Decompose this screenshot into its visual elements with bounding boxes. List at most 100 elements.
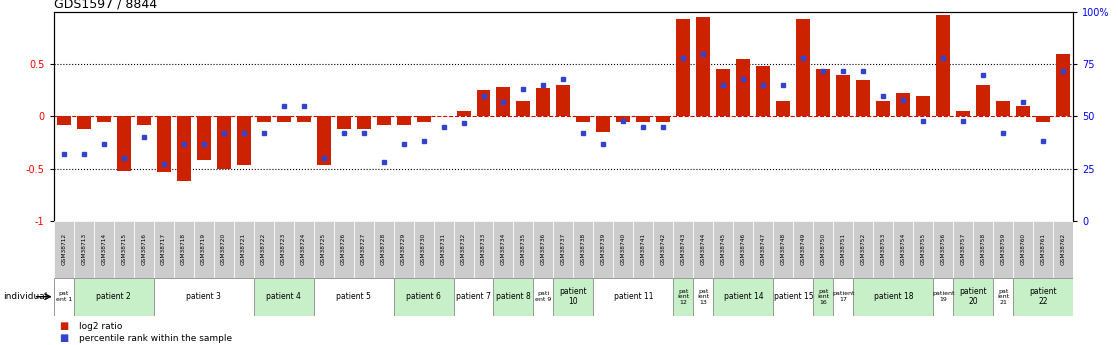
Bar (157, 117, 171, 172)
Text: pat
ient
13: pat ient 13 (698, 289, 710, 305)
Bar (553, 221, 574, 278)
Bar (237, 117, 250, 166)
Text: GSM38740: GSM38740 (620, 233, 626, 265)
Bar (57, 117, 70, 125)
Bar (493, 278, 533, 316)
Bar (776, 101, 790, 117)
Bar (993, 278, 1013, 316)
Bar (197, 117, 210, 160)
Text: GSM38719: GSM38719 (201, 233, 206, 265)
Text: GSM38722: GSM38722 (262, 233, 266, 265)
Bar (397, 117, 410, 125)
Text: patient 7: patient 7 (456, 292, 491, 301)
Bar (597, 117, 610, 132)
Text: GSM38727: GSM38727 (361, 233, 366, 265)
Bar (594, 278, 673, 316)
Bar (1013, 278, 1073, 316)
Bar (557, 85, 570, 117)
Text: GSM38726: GSM38726 (341, 233, 347, 265)
Text: GSM38749: GSM38749 (800, 233, 806, 265)
Text: GSM38731: GSM38731 (440, 233, 446, 265)
Bar (1033, 221, 1053, 278)
Text: patient 11: patient 11 (614, 292, 653, 301)
Text: patient 3: patient 3 (187, 292, 221, 301)
Text: GSM38739: GSM38739 (601, 233, 606, 265)
Bar (897, 93, 910, 117)
Bar (74, 221, 94, 278)
Text: GSM38741: GSM38741 (641, 233, 646, 265)
Bar (316, 117, 331, 166)
Bar (836, 75, 851, 117)
Text: GSM38716: GSM38716 (141, 233, 146, 265)
Text: pat
ient
21: pat ient 21 (997, 289, 1010, 305)
Bar (357, 117, 370, 129)
Bar (134, 221, 153, 278)
Bar (1097, 38, 1110, 117)
Bar (456, 111, 471, 117)
Text: GSM38713: GSM38713 (82, 233, 86, 265)
Bar (796, 19, 811, 117)
Bar (934, 221, 954, 278)
Bar (553, 278, 594, 316)
Text: GSM38721: GSM38721 (241, 233, 246, 265)
Bar (257, 117, 271, 122)
Bar (653, 221, 673, 278)
Text: GSM38720: GSM38720 (221, 233, 226, 265)
Text: patient 15: patient 15 (774, 292, 813, 301)
Text: GDS1597 / 8844: GDS1597 / 8844 (54, 0, 157, 11)
Bar (94, 221, 114, 278)
Bar (594, 221, 614, 278)
Bar (414, 221, 434, 278)
Bar (254, 221, 274, 278)
Text: GSM38728: GSM38728 (381, 233, 386, 265)
Bar (577, 117, 590, 122)
Bar (234, 221, 254, 278)
Text: GSM38746: GSM38746 (741, 233, 746, 265)
Bar (856, 80, 870, 117)
Bar (574, 221, 594, 278)
Bar (616, 117, 631, 122)
Text: GSM38747: GSM38747 (761, 233, 766, 265)
Text: GSM38761: GSM38761 (1041, 233, 1045, 265)
Bar (1057, 54, 1070, 117)
Bar (713, 278, 774, 316)
Text: patient
19: patient 19 (932, 292, 955, 302)
Bar (74, 278, 153, 316)
Bar (214, 221, 234, 278)
Bar (833, 278, 853, 316)
Text: GSM38738: GSM38738 (581, 233, 586, 265)
Text: log2 ratio: log2 ratio (79, 322, 123, 331)
Bar (697, 17, 710, 117)
Bar (474, 221, 493, 278)
Bar (377, 117, 390, 125)
Text: GSM38723: GSM38723 (281, 233, 286, 265)
Text: patient 14: patient 14 (723, 292, 764, 301)
Bar (373, 221, 394, 278)
Text: GSM38732: GSM38732 (461, 233, 466, 265)
Text: GSM38718: GSM38718 (181, 233, 186, 265)
Text: patient
10: patient 10 (560, 287, 587, 306)
Text: GSM38743: GSM38743 (681, 233, 686, 265)
Bar (454, 221, 474, 278)
Text: GSM38754: GSM38754 (901, 233, 906, 265)
Bar (934, 278, 954, 316)
Text: percentile rank within the sample: percentile rank within the sample (79, 334, 233, 343)
Bar (394, 278, 454, 316)
Bar (1016, 106, 1031, 117)
Text: GSM38715: GSM38715 (121, 233, 126, 265)
Bar (693, 278, 713, 316)
Bar (276, 117, 291, 122)
Text: GSM38742: GSM38742 (661, 233, 666, 265)
Bar (1013, 221, 1033, 278)
Bar (116, 117, 131, 171)
Text: patient 8: patient 8 (496, 292, 531, 301)
Bar (873, 221, 893, 278)
Bar (136, 117, 151, 125)
Bar (954, 221, 974, 278)
Bar (533, 278, 553, 316)
Text: GSM38724: GSM38724 (301, 233, 306, 265)
Bar (333, 221, 353, 278)
Bar (177, 117, 190, 181)
Text: GSM38714: GSM38714 (101, 233, 106, 265)
Text: GSM38758: GSM38758 (980, 233, 986, 265)
